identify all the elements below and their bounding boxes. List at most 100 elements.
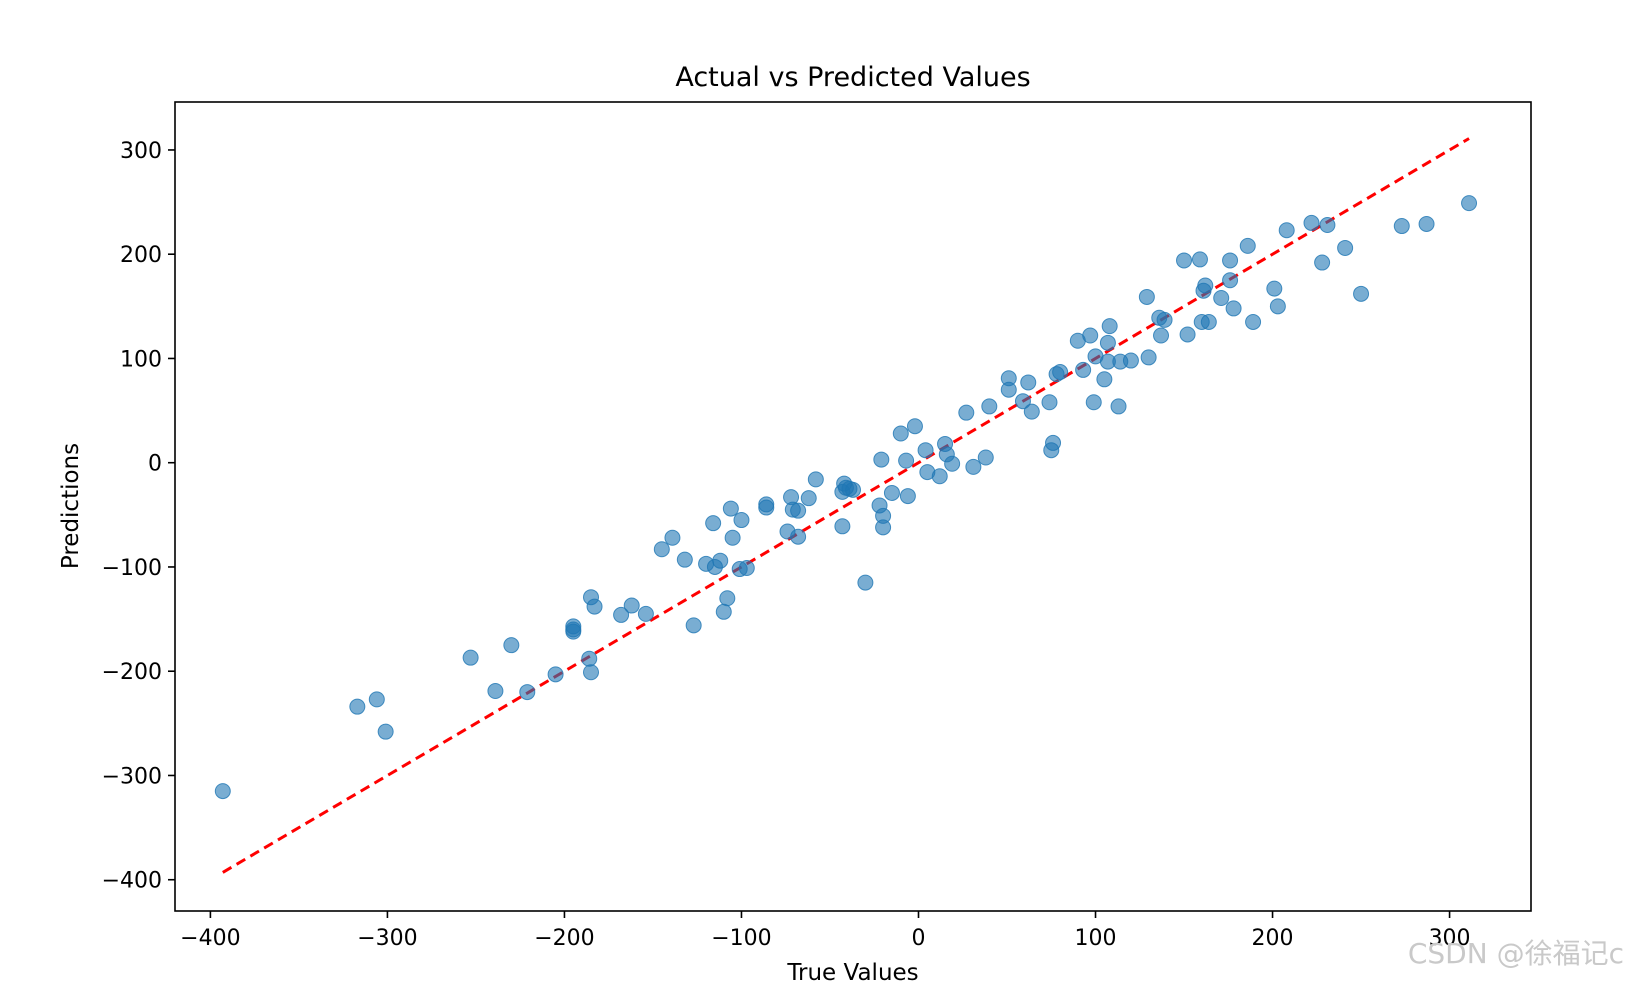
- scatter-point: [1213, 289, 1230, 306]
- y-tick-label: −200: [102, 660, 162, 685]
- scatter-point: [1461, 195, 1478, 212]
- scatter-point: [807, 471, 824, 488]
- y-tick-label: −300: [102, 764, 162, 789]
- scatter-point: [958, 404, 975, 421]
- scatter-point: [1041, 394, 1058, 411]
- scatter-point: [1153, 327, 1170, 344]
- scatter-point: [637, 605, 654, 622]
- y-tick-label: −100: [102, 556, 162, 581]
- scatter-point: [892, 425, 909, 442]
- x-tick-label: −400: [180, 926, 240, 951]
- scatter-point: [613, 606, 630, 623]
- scatter-point: [977, 449, 994, 466]
- scatter-point: [1082, 327, 1099, 344]
- scatter-point: [1393, 218, 1410, 235]
- scatter-point: [1023, 403, 1040, 420]
- scatter-point: [368, 691, 385, 708]
- scatter-point: [1176, 252, 1193, 269]
- x-axis-ticks: −400 −300 −200 −100 0 100 200 300: [180, 911, 1471, 951]
- scatter-point: [800, 490, 817, 507]
- x-tick-label: 200: [1252, 926, 1294, 951]
- scatter-point: [917, 442, 934, 459]
- points-layer: [214, 195, 1478, 800]
- scatter-point: [1303, 214, 1320, 231]
- scatter-point: [981, 398, 998, 415]
- scatter-point: [1278, 222, 1295, 239]
- x-tick-label: −300: [357, 926, 417, 951]
- scatter-point: [1245, 313, 1262, 330]
- scatter-point: [733, 512, 750, 529]
- scatter-point: [1014, 393, 1031, 410]
- scatter-point: [1179, 326, 1196, 343]
- scatter-point: [834, 518, 851, 535]
- scatter-point: [1197, 277, 1214, 294]
- scatter-point: [623, 597, 640, 614]
- y-tick-label: 100: [120, 347, 162, 372]
- plot-frame: [174, 101, 1532, 912]
- scatter-point: [1138, 288, 1155, 305]
- scatter-point: [1096, 371, 1113, 388]
- scatter-point: [1020, 374, 1037, 391]
- scatter-point: [586, 598, 603, 615]
- x-tick-label: −200: [534, 926, 594, 951]
- scatter-point: [581, 650, 598, 667]
- x-axis-label: True Values: [786, 960, 918, 986]
- scatter-point: [676, 551, 693, 568]
- scatter-point: [487, 683, 504, 700]
- chart-title: Actual vs Predicted Values: [675, 62, 1030, 93]
- y-tick-label: 0: [148, 452, 162, 477]
- scatter-point: [1225, 300, 1242, 317]
- scatter-point: [547, 666, 564, 683]
- scatter-point: [664, 529, 681, 546]
- scatter-point: [1418, 215, 1435, 232]
- scatter-point: [1314, 254, 1331, 271]
- scatter-point: [462, 649, 479, 666]
- scatter-point: [1085, 394, 1102, 411]
- scatter-point: [719, 590, 736, 607]
- scatter-point: [1000, 381, 1017, 398]
- scatter-point: [1045, 434, 1062, 451]
- scatter-point: [1122, 352, 1139, 369]
- x-tick-label: −100: [711, 926, 771, 951]
- scatter-point: [931, 468, 948, 485]
- scatter-point: [738, 560, 755, 577]
- scatter-point: [705, 515, 722, 532]
- scatter-point: [1110, 398, 1127, 415]
- y-tick-label: −400: [102, 869, 162, 894]
- reference-line-layer: [222, 137, 1470, 874]
- scatter-point: [845, 481, 861, 498]
- scatter-point: [1200, 313, 1217, 330]
- scatter-point: [857, 574, 874, 591]
- scatter-point: [944, 455, 961, 472]
- scatter-point: [790, 502, 807, 519]
- scatter-point: [1269, 298, 1286, 315]
- scatter-point: [1101, 318, 1118, 335]
- watermark: CSDN @徐福记c: [1407, 937, 1624, 970]
- scatter-point: [883, 484, 900, 501]
- scatter-point: [1140, 349, 1157, 366]
- scatter-point: [214, 783, 231, 800]
- scatter-point: [1099, 334, 1116, 351]
- scatter-point: [1156, 311, 1173, 328]
- x-tick-label: 100: [1075, 926, 1117, 951]
- scatter-point: [685, 617, 702, 634]
- scatter-point: [758, 496, 775, 513]
- scatter-point: [565, 623, 582, 640]
- scatter-point: [712, 552, 729, 569]
- scatter-point: [1075, 361, 1092, 378]
- scatter-point: [899, 488, 916, 505]
- reference-line: [222, 137, 1470, 874]
- scatter-point: [1222, 252, 1239, 269]
- scatter-point: [519, 684, 536, 701]
- scatter-point: [503, 637, 520, 654]
- scatter-point: [1319, 217, 1336, 234]
- scatter-point: [1052, 364, 1069, 381]
- scatter-point: [349, 698, 366, 715]
- scatter-point: [965, 458, 982, 475]
- y-tick-label: 300: [120, 139, 162, 164]
- scatter-point: [715, 603, 732, 620]
- scatter-point: [875, 519, 892, 536]
- scatter-point: [906, 418, 923, 435]
- scatter-point: [722, 500, 739, 517]
